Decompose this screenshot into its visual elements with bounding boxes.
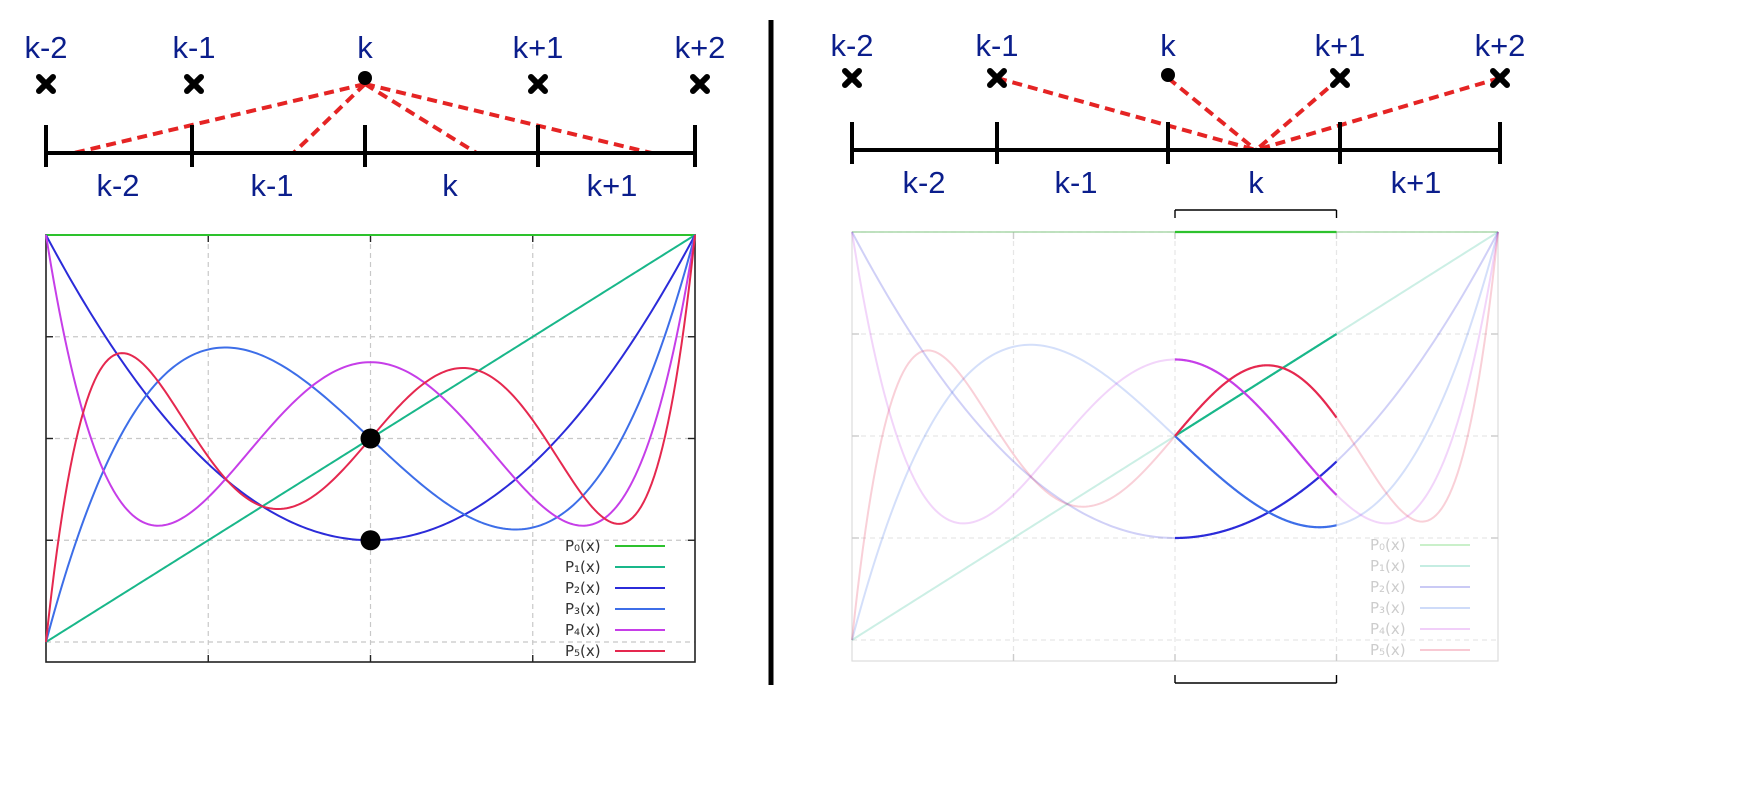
left-node-label-k: k: [357, 30, 373, 65]
right-node-dot-k: [1161, 68, 1175, 82]
left-stencil-link-k-to-k-2: [73, 82, 366, 155]
right-node-cross-k-1: [1330, 68, 1350, 88]
right-legend-label-p-x: P₀(x): [1370, 536, 1406, 554]
left-legend-label-p-x: P₅(x): [565, 642, 601, 660]
right-node-label-k: k: [1160, 28, 1176, 63]
left-node-cross-k-1: [528, 74, 548, 94]
left-node-dot-k: [358, 71, 372, 85]
right-stencil-link-k-to-k: [1166, 76, 1258, 152]
right-series-highlight-p-x: [1174, 364, 1338, 437]
left-node-cross-k-2-stroke-b: [690, 74, 710, 94]
right-panel: k-2 k-1 k k+1 k+2 k-2 k-1 k k+1 P₀(x) P₁(x) P₂(x) P₃…: [830, 28, 1526, 684]
right-node-cross-k-1-stroke-b: [987, 68, 1007, 88]
right-stencil-link-k-1-to-k: [996, 76, 1257, 152]
right-node-cross-k-1: [987, 68, 1007, 88]
right-series-highlight-p-x: [1174, 333, 1338, 437]
left-stencil-link-k-to-k: [363, 82, 478, 155]
right-node-label-k-1: k-1: [975, 28, 1018, 63]
left-node-cross-k-2-stroke-b: [36, 74, 56, 94]
left-node-cross-k-1-stroke-b: [528, 74, 548, 94]
left-plot: P₀(x) P₁(x) P₂(x) P₃(x) P₄(x) P₅(x): [45, 234, 696, 663]
right-stencil-link-k-2-to-k: [1255, 76, 1501, 152]
right-cell-label-k-1: k-1: [1054, 165, 1097, 200]
left-series-p-x: [45, 234, 696, 527]
right-node-cross-k-2-stroke-b: [842, 68, 862, 88]
left-panel: k-2 k-1 k k+1 k+2 k-2 k-1 k k+1 P₀(x) P₁(x) P₂(x) P₃…: [24, 30, 726, 663]
left-marked-point: [360, 428, 381, 449]
left-stencil-link-k-to-k-1: [364, 82, 652, 155]
right-legend-label-p-x: P₂(x): [1370, 578, 1406, 596]
right-series-highlight-p-x: [1174, 435, 1337, 529]
right-series-highlight-p-x: [1175, 460, 1338, 540]
left-node-label-k-1: k-1: [172, 30, 215, 65]
right-node-cross-k-2: [842, 68, 862, 88]
left-cell-label-k-1: k+1: [587, 168, 638, 203]
left-stencil-link-k-to-k-1: [292, 82, 367, 155]
right-legend-label-p-x: P₄(x): [1370, 620, 1406, 638]
left-node-cross-k-2: [690, 74, 710, 94]
left-cell-label-k: k: [442, 168, 458, 203]
right-node-label-k-2: k-2: [830, 28, 873, 63]
left-cell-label-k-2: k-2: [96, 168, 139, 203]
left-node-label-k-2: k+2: [675, 30, 726, 65]
right-legend-label-p-x: P₅(x): [1370, 641, 1406, 659]
left-node-label-k-2: k-2: [24, 30, 67, 65]
left-node-cross-k-1-stroke-b: [184, 74, 204, 94]
right-cell-label-k-2: k-2: [902, 165, 945, 200]
left-node-cross-k-2: [36, 74, 56, 94]
right-series-highlight-p-x: [1175, 358, 1338, 496]
right-stencil-link-k-1-to-k: [1254, 76, 1342, 152]
left-cell-label-k-1: k-1: [250, 168, 293, 203]
right-cell-label-k-1: k+1: [1391, 165, 1442, 200]
left-node-label-k-1: k+1: [513, 30, 564, 65]
right-legend-label-p-x: P₃(x): [1370, 599, 1406, 617]
right-plot: P₀(x) P₁(x) P₂(x) P₃(x) P₄(x) P₅(x): [851, 209, 1499, 684]
left-node-cross-k-1: [184, 74, 204, 94]
right-cell-label-k: k: [1248, 165, 1264, 200]
right-node-label-k-1: k+1: [1315, 28, 1366, 63]
left-legend-label-p-x: P₄(x): [565, 621, 601, 639]
left-legend-label-p-x: P₁(x): [565, 558, 601, 576]
left-marked-point: [360, 530, 381, 551]
right-node-cross-k-2-stroke-b: [1490, 68, 1510, 88]
left-legend-label-p-x: P₃(x): [565, 600, 601, 618]
right-node-cross-k-2: [1490, 68, 1510, 88]
right-node-cross-k-1-stroke-b: [1330, 68, 1350, 88]
left-legend-label-p-x: P₂(x): [565, 579, 601, 597]
right-node-label-k-2: k+2: [1475, 28, 1526, 63]
right-legend-label-p-x: P₁(x): [1370, 557, 1406, 575]
left-legend-label-p-x: P₀(x): [565, 537, 601, 555]
